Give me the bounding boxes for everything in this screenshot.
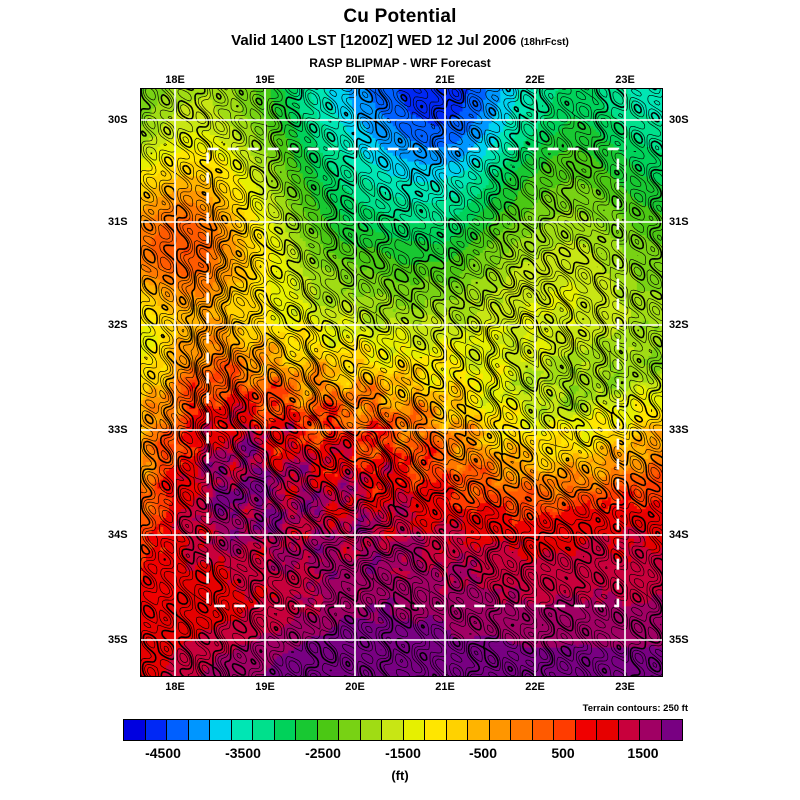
model-source-label: RASP BLIPMAP - WRF Forecast: [309, 56, 491, 70]
x-axis-bottom-label: 23E: [615, 681, 635, 693]
colorbar-swatch: [446, 720, 468, 740]
colorbar-tick-label: -500: [468, 745, 498, 761]
x-axis-top-label: 18E: [165, 74, 185, 86]
y-axis-left-label: 31S: [108, 216, 128, 228]
valid-time-text: Valid 1400 LST [1200Z] WED 12 Jul 2006: [231, 32, 517, 49]
y-axis-right-label: 30S: [669, 114, 689, 126]
plot-border: [140, 88, 663, 677]
y-axis-left-label: 35S: [108, 634, 128, 646]
terrain-contours-thick: [140, 88, 663, 677]
colorbar-swatch: [317, 720, 339, 740]
colorbar-swatch: [253, 720, 275, 740]
colorbar-tick-label: -1500: [385, 745, 421, 761]
colorbar-swatch: [403, 720, 425, 740]
x-axis-top-label: 21E: [435, 74, 455, 86]
y-axis-left-label: 34S: [108, 529, 128, 541]
colorbar-tick-label: 1500: [627, 745, 659, 761]
x-axis-top-label: 23E: [615, 74, 635, 86]
colorbar-swatch: [425, 720, 447, 740]
colorbar-swatch: [511, 720, 533, 740]
y-axis-right-label: 34S: [669, 529, 689, 541]
x-axis-bottom-label: 22E: [525, 681, 545, 693]
colorbar: [123, 719, 683, 741]
colorbar-swatch: [274, 720, 296, 740]
domain-box: [206, 147, 620, 608]
colorbar-tick-label: 500: [551, 745, 575, 761]
colorbar-tick-label: -2500: [305, 745, 341, 761]
colorbar-units-label: (ft): [391, 768, 409, 783]
colorbar-swatch: [339, 720, 361, 740]
colorbar-swatch: [167, 720, 189, 740]
colorbar-swatch: [145, 720, 167, 740]
colorbar-swatch: [188, 720, 210, 740]
valid-time-subtitle: Valid 1400 LST [1200Z] WED 12 Jul 2006 (…: [0, 32, 800, 49]
colorbar-swatch: [575, 720, 597, 740]
page-title: Cu Potential: [343, 6, 457, 27]
y-axis-left-label: 32S: [108, 319, 128, 331]
colorbar-tick-label: -3500: [225, 745, 261, 761]
colorbar-swatch: [532, 720, 554, 740]
x-axis-bottom-label: 20E: [345, 681, 365, 693]
colorbar-swatch: [597, 720, 619, 740]
terrain-contour-note: Terrain contours: 250 ft: [582, 703, 688, 714]
colorbar-swatch: [640, 720, 662, 740]
colorbar-swatch: [231, 720, 253, 740]
x-axis-top-label: 22E: [525, 74, 545, 86]
y-axis-left-label: 33S: [108, 424, 128, 436]
x-axis-bottom-label: 18E: [165, 681, 185, 693]
colorbar-swatch: [360, 720, 382, 740]
colorbar-swatch: [554, 720, 576, 740]
colorbar-swatch: [618, 720, 640, 740]
colorbar-swatches: [123, 719, 683, 741]
forecast-hour-text: (18hrFcst): [520, 37, 569, 48]
y-axis-right-label: 33S: [669, 424, 689, 436]
colorbar-swatch: [296, 720, 318, 740]
x-axis-bottom-label: 21E: [435, 681, 455, 693]
colorbar-tick-label: -4500: [145, 745, 181, 761]
contour-map-svg: [140, 88, 663, 677]
y-axis-right-label: 35S: [669, 634, 689, 646]
colorbar-swatch: [124, 720, 146, 740]
y-axis-right-label: 31S: [669, 216, 689, 228]
colorbar-swatch: [468, 720, 490, 740]
x-axis-bottom-label: 19E: [255, 681, 275, 693]
colorbar-swatch: [210, 720, 232, 740]
colorbar-swatch: [382, 720, 404, 740]
y-axis-left-label: 30S: [108, 114, 128, 126]
x-axis-top-label: 20E: [345, 74, 365, 86]
colorbar-swatch: [489, 720, 511, 740]
y-axis-right-label: 32S: [669, 319, 689, 331]
colorbar-swatch: [661, 720, 682, 740]
map-plot-area: [140, 88, 663, 677]
graticule: [140, 88, 663, 677]
x-axis-top-label: 19E: [255, 74, 275, 86]
